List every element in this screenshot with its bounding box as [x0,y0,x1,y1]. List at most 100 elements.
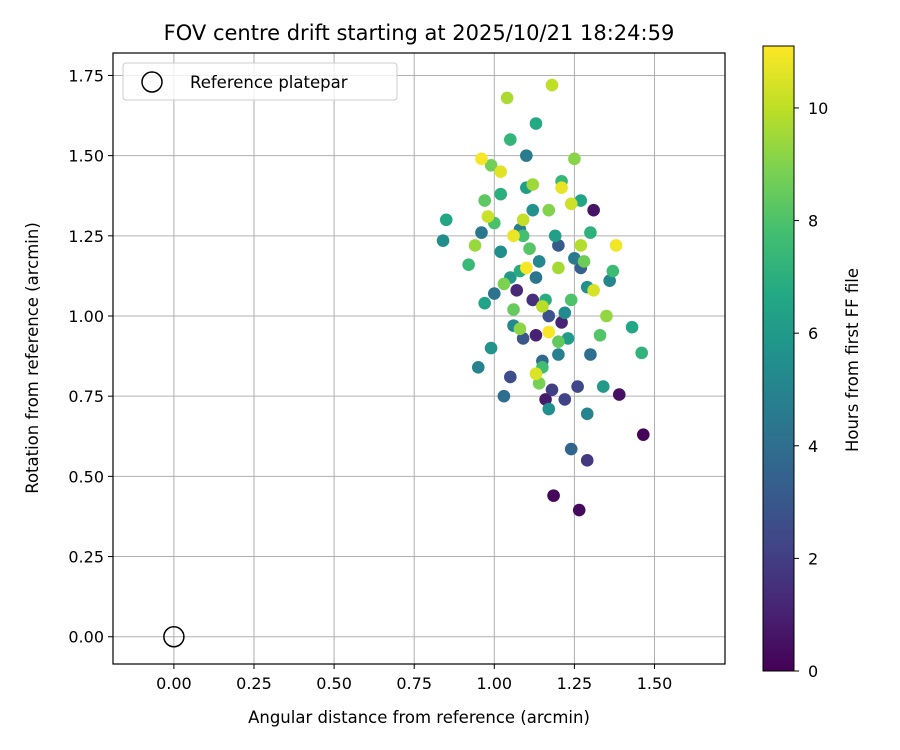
colorbar: 0 2 4 6 8 10 Hours from first FF file [762,45,862,681]
data-point [612,388,626,401]
legend-entry-reference: Reference platepar [190,73,348,92]
data-point [475,152,488,166]
x-axis-label: Angular distance from reference (arcmin) [248,708,590,727]
data-point [561,332,575,345]
data-point [572,503,586,517]
data-point [520,149,533,162]
data-point [593,328,607,342]
data-point [520,261,533,275]
colorbar-gradient [763,46,794,671]
plot-frame [112,52,726,665]
data-point [539,393,552,406]
data-point [636,428,650,441]
data-point [436,234,450,247]
data-point [552,261,565,275]
y-axis-label: Rotation from reference (arcmin) [23,222,42,494]
data-point [564,197,578,211]
colorbar-ticks: 0 2 4 6 8 10 [794,99,828,681]
colorbar-tick-label: 4 [808,437,818,456]
data-point [587,203,600,217]
data-point [555,181,568,195]
data-point [609,239,623,252]
data-point [481,210,495,223]
y-axis-ticks: 0.00 0.25 0.50 0.75 1.00 1.25 1.50 1.75 [68,66,113,647]
data-point [494,245,508,259]
data-point [603,274,616,288]
colorbar-tick-label: 8 [808,212,818,231]
data-point [516,332,530,345]
data-point [484,341,498,355]
data-point [516,229,530,243]
data-point [584,348,597,361]
data-point [577,255,591,268]
data-point [532,377,546,390]
x-axis-ticks: 0.00 0.25 0.50 0.75 1.00 1.25 1.50 [156,664,672,693]
y-tick-label: 1.50 [68,147,104,166]
data-point [542,402,556,416]
data-point [580,454,594,467]
x-tick-label: 0.25 [236,674,272,693]
y-tick-label: 1.25 [68,227,104,246]
data-point [542,325,556,339]
x-tick-label: 0.50 [316,674,352,693]
data-point [523,242,536,255]
data-point [526,293,540,307]
y-tick-label: 0.75 [68,387,104,406]
x-tick-label: 0.00 [156,674,192,693]
data-point [507,303,520,316]
data-point [552,335,565,348]
data-point [475,226,488,239]
data-point [587,284,600,297]
data-point [478,296,491,310]
data-point [471,361,485,374]
data-point [516,213,530,227]
grid-lines [113,53,725,664]
y-tick-label: 0.25 [68,548,104,567]
colorbar-tick-label: 10 [808,99,828,118]
legend-box [122,62,398,101]
data-point [574,194,588,207]
colorbar-tick-label: 0 [808,662,818,681]
data-point [494,165,508,178]
data-point [545,383,559,397]
data-point [564,293,578,307]
data-point [526,203,540,217]
data-point [532,255,546,268]
data-point [487,287,501,300]
data-point [494,187,508,201]
data-point [568,251,581,265]
data-point [635,346,648,360]
data-point [513,322,527,336]
data-point [568,152,581,166]
data-point [439,213,453,227]
data-point [600,309,613,323]
data-point [545,78,559,92]
data-point [529,328,543,342]
chart-title: FOV centre drift starting at 2025/10/21 … [164,21,675,45]
x-tick-label: 0.75 [396,674,432,693]
data-point [529,117,543,130]
data-point [548,229,562,243]
data-point [542,203,556,217]
data-point [564,442,578,456]
data-point [555,316,568,329]
data-point [497,277,511,291]
y-tick-label: 0.00 [68,628,104,647]
data-point [478,194,491,207]
colorbar-label: Hours from first FF file [843,268,862,452]
data-point [504,133,517,146]
data-point [529,367,543,381]
data-point [526,178,540,191]
colorbar-tick-label: 6 [808,324,818,343]
data-point [552,348,565,361]
data-point [536,300,549,313]
x-tick-label: 1.00 [476,674,512,693]
data-point [606,264,620,278]
data-point [547,489,560,502]
y-tick-label: 0.50 [68,467,104,486]
data-point [558,393,572,406]
x-tick-label: 1.25 [557,674,593,693]
data-point [580,407,594,421]
y-tick-label: 1.75 [68,66,104,85]
